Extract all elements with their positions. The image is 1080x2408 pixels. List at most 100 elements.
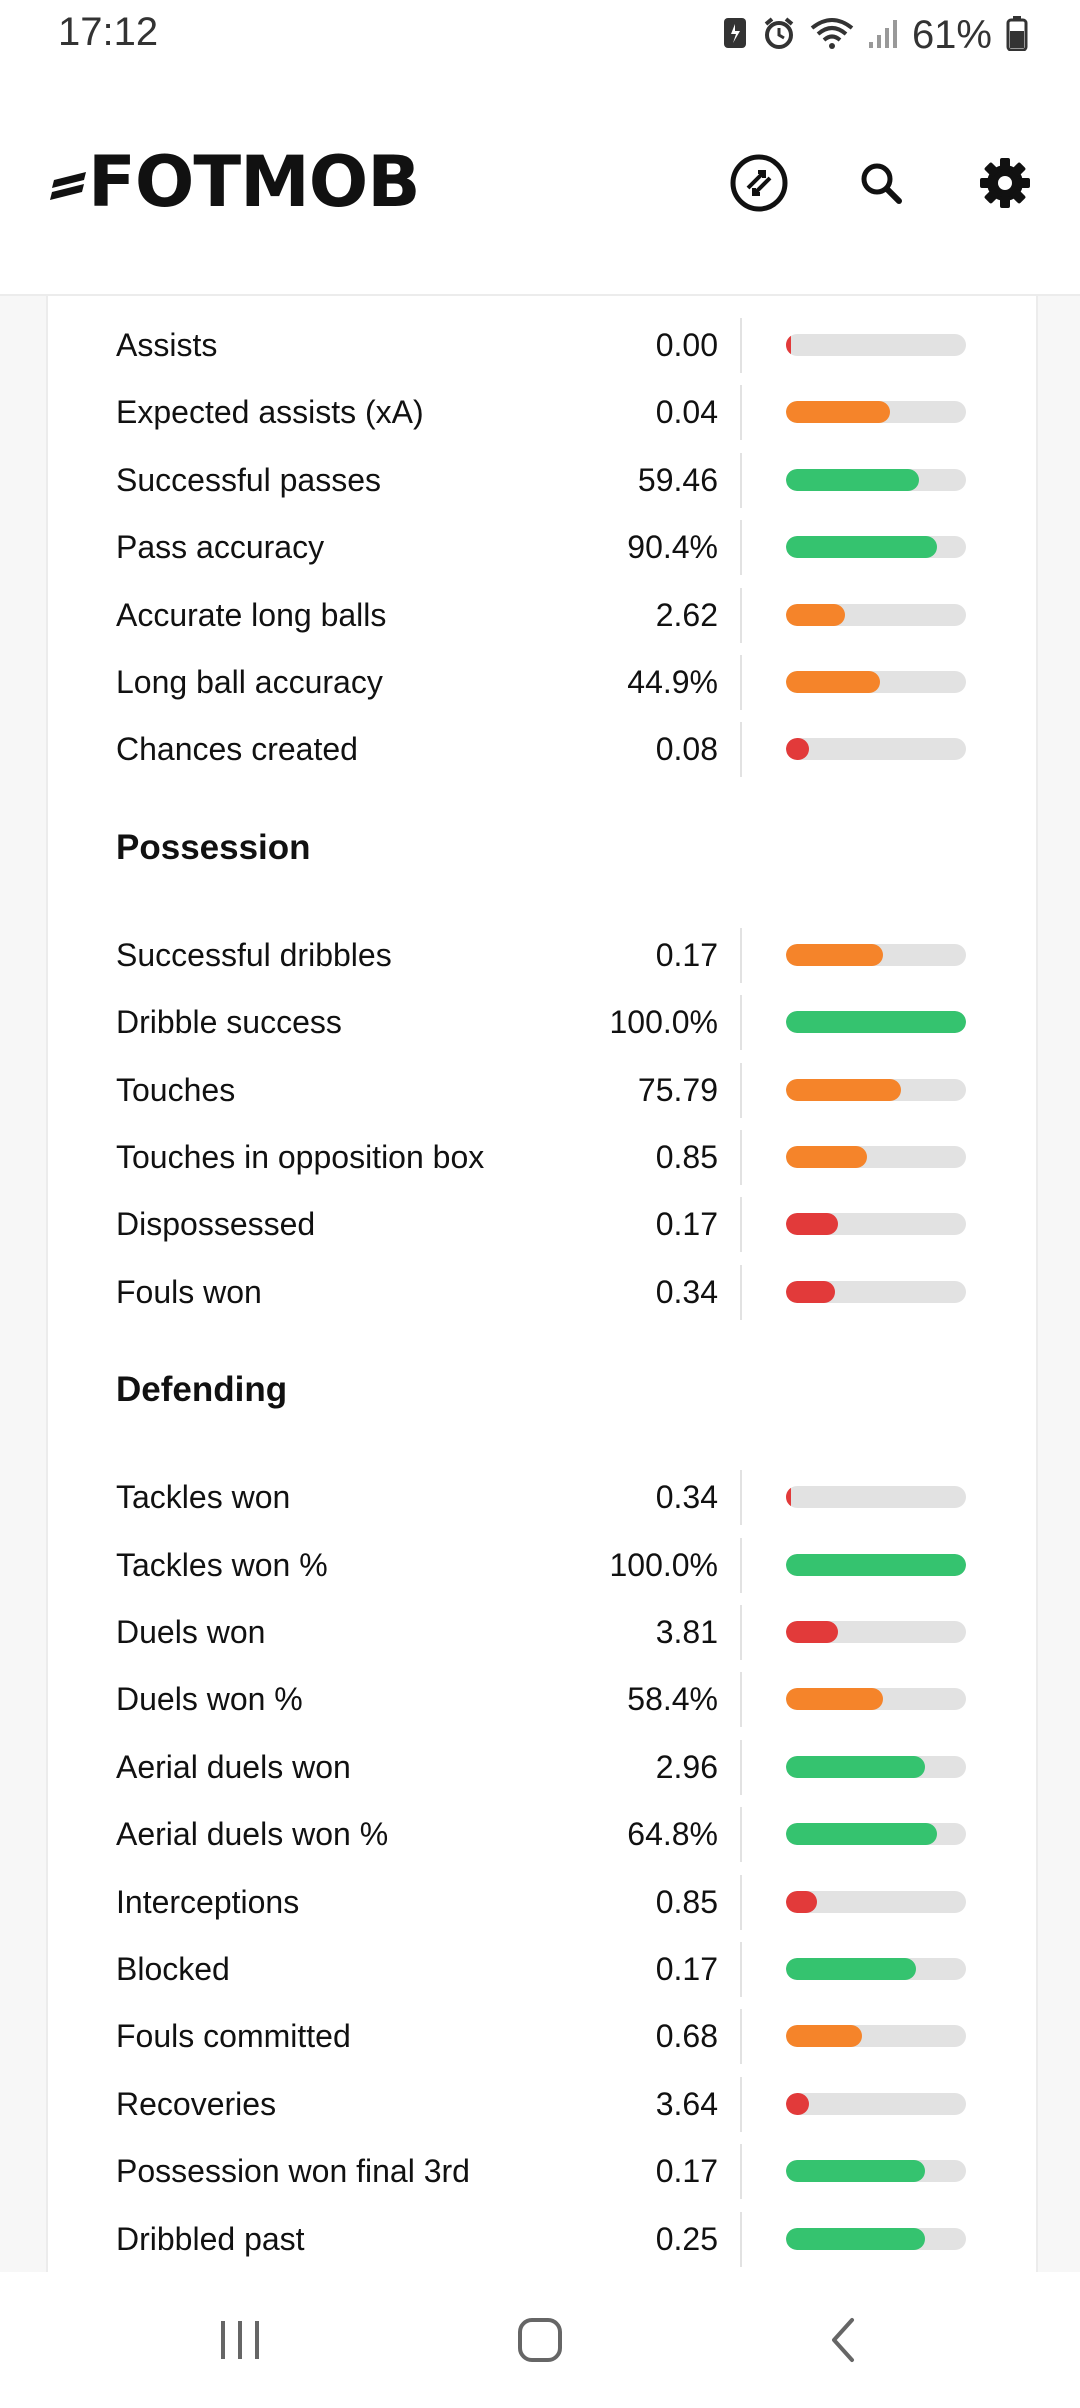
alarm-icon	[762, 16, 796, 55]
stat-row[interactable]: Tackles won 0.34	[48, 1464, 1036, 1531]
percentile-bar	[786, 738, 966, 761]
stat-label: Fouls won	[116, 1273, 262, 1310]
stat-row[interactable]: Fouls won 0.34	[48, 1259, 1036, 1326]
percentile-bar-fill	[786, 1486, 791, 1509]
stat-label: Dribble success	[116, 1004, 342, 1041]
stat-row[interactable]: Successful dribbles 0.17	[48, 922, 1036, 989]
stat-label: Dribbled past	[116, 2220, 305, 2257]
stat-divider	[740, 722, 742, 778]
percentile-bar	[786, 2092, 966, 2115]
stat-row[interactable]: Dispossessed 0.17	[48, 1191, 1036, 1258]
stat-row[interactable]: Chances created 0.08	[48, 716, 1036, 783]
status-bar: 17:12 61%	[0, 0, 1080, 72]
percentile-bar	[786, 943, 966, 966]
stat-row[interactable]: Successful passes 59.46	[48, 447, 1036, 514]
percentile-bar	[786, 2160, 966, 2183]
stat-value: 0.17	[655, 1951, 718, 1987]
stat-label: Assists	[116, 327, 218, 363]
stat-divider	[740, 927, 742, 983]
stat-row[interactable]: Interceptions 0.85	[48, 1869, 1036, 1936]
stat-row[interactable]: Possession won final 3rd 0.17	[48, 2138, 1036, 2205]
stat-value: 0.17	[655, 936, 718, 973]
stat-divider	[740, 2009, 742, 2065]
stat-label: Possession won final 3rd	[116, 2153, 470, 2190]
percentile-bar	[786, 468, 966, 491]
app-header: FOTMOB	[0, 72, 1080, 296]
stat-divider	[740, 1264, 742, 1320]
stat-value: 0.00	[655, 327, 718, 363]
stat-row[interactable]: Fouls committed 0.68	[48, 2003, 1036, 2070]
percentile-bar	[786, 2227, 966, 2250]
stat-value: 0.85	[655, 1139, 718, 1175]
percentile-bar	[786, 1890, 966, 1913]
stat-value: 90.4%	[627, 529, 718, 566]
battery-icon	[1006, 15, 1028, 56]
stat-label: Recoveries	[116, 2085, 277, 2122]
stat-label: Successful passes	[116, 461, 382, 498]
stat-row[interactable]: Touches in opposition box 0.85	[48, 1124, 1036, 1191]
stat-label: Fouls committed	[116, 2018, 351, 2055]
stat-row[interactable]: Long ball accuracy 44.9%	[48, 649, 1036, 716]
home-button[interactable]	[500, 2300, 580, 2380]
stat-row[interactable]: Recoveries 3.64	[48, 2071, 1036, 2138]
stat-row[interactable]: Aerial duels won % 64.8%	[48, 1801, 1036, 1868]
percentile-bar-fill	[786, 943, 883, 966]
stat-value: 0.85	[655, 1883, 718, 1920]
stats-list: Assists 0.00 Expected assists (xA) 0.04 Succ…	[46, 296, 1038, 2272]
fotmob-logo[interactable]: FOTMOB	[48, 141, 421, 223]
stat-value: 64.8%	[627, 1816, 718, 1853]
stat-value: 75.79	[637, 1071, 718, 1108]
percentile-bar	[786, 1958, 966, 1980]
stat-value: 3.64	[655, 2085, 718, 2122]
stat-value: 0.34	[655, 1479, 718, 1516]
stat-value: 0.25	[655, 2220, 718, 2257]
stat-label: Tackles won	[116, 1479, 291, 1516]
stat-divider	[740, 655, 742, 710]
percentile-bar	[786, 2025, 966, 2048]
stat-value: 59.46	[637, 461, 718, 498]
swap-icon[interactable]	[724, 148, 794, 218]
stat-row[interactable]: Touches 75.79	[48, 1057, 1036, 1124]
stat-row[interactable]: Duels won % 58.4%	[48, 1666, 1036, 1733]
stat-row[interactable]: Assists 0.00	[48, 312, 1036, 379]
percentile-bar-fill	[786, 1621, 838, 1643]
percentile-bar	[786, 1280, 966, 1303]
stat-label: Touches in opposition box	[116, 1139, 485, 1175]
stat-row[interactable]: Accurate long balls 2.62	[48, 582, 1036, 649]
percentile-bar	[786, 1486, 966, 1509]
stat-row[interactable]: Dribble success 100.0%	[48, 989, 1036, 1056]
stat-row[interactable]: Dribbled past 0.25	[48, 2206, 1036, 2272]
stat-value: 0.04	[655, 394, 718, 431]
search-icon[interactable]	[846, 148, 916, 218]
percentile-bar	[786, 1823, 966, 1846]
percentile-bar-fill	[786, 1958, 916, 1980]
stat-row[interactable]: Tackles won % 100.0%	[48, 1532, 1036, 1599]
stat-label: Chances created	[116, 731, 358, 768]
percentile-bar	[786, 1078, 966, 1101]
back-button[interactable]	[804, 2300, 884, 2380]
recent-apps-button[interactable]	[200, 2300, 280, 2380]
percentile-bar	[786, 1213, 966, 1236]
stat-divider	[740, 2076, 742, 2132]
percentile-bar	[786, 536, 966, 559]
stat-label: Accurate long balls	[116, 596, 387, 633]
stat-row[interactable]: Aerial duels won 2.96	[48, 1734, 1036, 1801]
stat-row[interactable]: Duels won 3.81	[48, 1599, 1036, 1666]
stat-divider	[740, 995, 742, 1051]
settings-icon[interactable]	[970, 148, 1040, 218]
wifi-icon	[810, 16, 854, 55]
stat-row[interactable]: Blocked 0.17	[48, 1936, 1036, 2003]
stat-divider	[740, 1739, 742, 1795]
logo-text: FOTMOB	[88, 141, 421, 223]
stat-row[interactable]: Expected assists (xA) 0.04	[48, 379, 1036, 446]
stat-value: 2.62	[655, 596, 718, 633]
stat-label: Tackles won %	[116, 1546, 328, 1583]
stat-row[interactable]: Pass accuracy 90.4%	[48, 514, 1036, 581]
stat-divider	[740, 520, 742, 576]
percentile-bar-fill	[786, 2227, 925, 2250]
percentile-bar-fill	[786, 2025, 862, 2048]
signal-icon	[868, 16, 898, 55]
stat-label: Aerial duels won	[116, 1748, 351, 1785]
percentile-bar-fill	[786, 671, 880, 693]
stat-label: Pass accuracy	[116, 529, 325, 566]
